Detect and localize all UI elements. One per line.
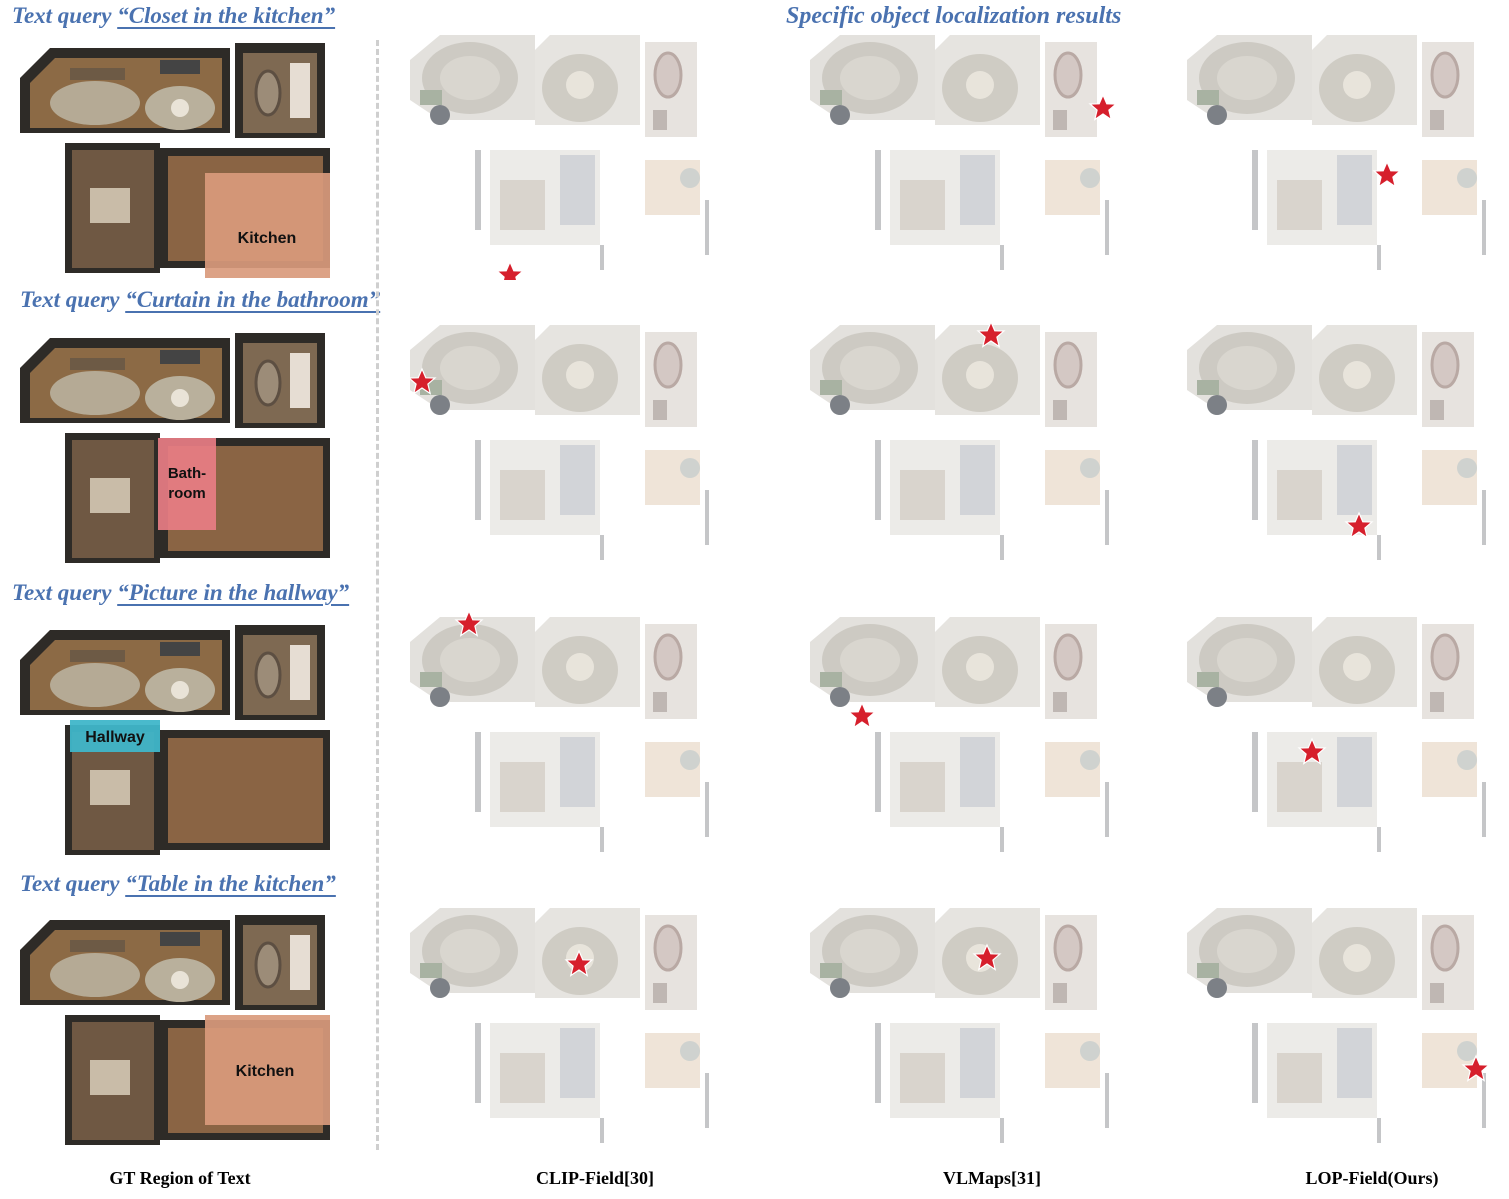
lop-field-map-row-2 [1185,323,1488,562]
region-label: Kitchen [236,1063,295,1080]
vlmaps-map-row-1 [808,33,1115,272]
hallway-highlight [70,720,160,752]
query-prefix: Text query [20,287,120,312]
kitchen-highlight [205,173,330,278]
localization-star [848,702,876,729]
region-label-line-1: Bath- [168,465,206,482]
query-text: “Curtain in the bathroom” [125,287,381,312]
clip-field-map-row-2 [408,323,711,562]
localization-star [1373,161,1401,188]
results-header: Specific object localization results [786,3,1122,29]
caption-clip-field: CLIP-Field[30] [536,1168,654,1188]
gt-render-row-1: Kitchen [18,41,332,278]
localization-star [496,261,524,280]
gt-render-row-3: Hallway [18,623,332,857]
lop-field-map-row-1 [1185,33,1488,272]
region-label-line-2: room [168,485,206,502]
query-prefix: Text query [20,871,120,896]
vlmaps-map-row-4 [808,906,1111,1145]
caption-gt: GT Region of Text [109,1168,251,1188]
query-text: “Closet in the kitchen” [117,3,336,28]
vlmaps-map-row-3 [808,615,1111,854]
query-prefix: Text query [12,3,112,28]
query-text: “Picture in the hallway” [117,580,350,605]
query-title-3: Text query “Picture in the hallway” [12,580,349,606]
column-divider [376,40,379,1150]
query-text: “Table in the kitchen” [125,871,336,896]
clip-field-map-row-1 [408,33,711,280]
gt-render-row-2: Bath- room [18,331,332,565]
region-label: Hallway [85,729,145,746]
vlmaps-map-row-2 [808,321,1111,562]
caption-lop-field: LOP-Field(Ours) [1305,1168,1439,1188]
clip-field-map-row-4 [408,906,711,1145]
clip-field-map-row-3 [408,612,711,854]
gt-render-row-4: Kitchen [18,913,332,1147]
query-title-4: Text query “Table in the kitchen” [20,871,336,897]
caption-vlmaps: VLMaps[31] [943,1168,1041,1188]
lop-field-map-row-3 [1185,615,1488,854]
query-title-2: Text query “Curtain in the bathroom” [20,287,380,313]
lop-field-map-row-4 [1185,906,1490,1145]
bathroom-highlight [158,438,216,530]
query-prefix: Text query [12,580,112,605]
kitchen-highlight [205,1015,330,1125]
region-label: Kitchen [238,230,297,247]
query-title-1: Text query “Closet in the kitchen” [12,3,335,29]
